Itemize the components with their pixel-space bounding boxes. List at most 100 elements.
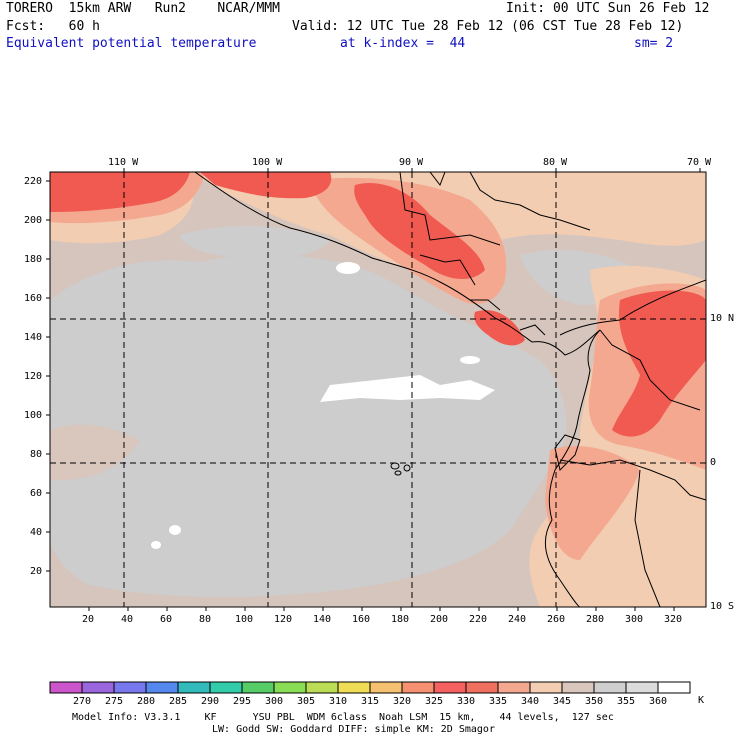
grid-x-label: 240 [508,614,527,625]
colorbar-level-label: 275 [105,696,124,707]
colorbar-level-label: 295 [233,696,252,707]
colorbar-level-label: 335 [489,696,508,707]
map-frame [49,171,707,608]
field-name: Equivalent potential temperature [6,36,257,51]
colorbar-level-label: 310 [329,696,348,707]
lat-label-10n: 10 N [710,313,735,324]
valid-time: Valid: 12 UTC Tue 28 Feb 12 (06 CST Tue … [292,19,684,34]
lon-label-80w: 80 W [543,157,568,168]
colorbar-level-label: 270 [73,696,92,707]
coastlines [194,172,706,607]
colorbar-swatch [305,681,339,694]
grid-y-label: 200 [24,215,43,226]
colorbar-level-label: 360 [649,696,668,707]
grid-y-label: 140 [24,332,43,343]
run-title: TORERO 15km ARW Run2 NCAR/MMM [6,1,280,16]
white-speckle-sw-1 [169,525,181,535]
colorbar-level-label: 350 [585,696,604,707]
grid-y-label: 100 [24,410,43,421]
colorbar-swatch [657,681,691,694]
grid-x-label: 120 [274,614,293,625]
colorbar-swatch [625,681,659,694]
grid-x-label: 260 [547,614,566,625]
lon-label-90w: 90 W [399,157,424,168]
colorbar-swatch [337,681,371,694]
grid-x-label: 320 [664,614,683,625]
colorbar-level-label: 340 [521,696,540,707]
smoothing-label: sm= 2 [634,36,674,51]
forecast-hour: Fcst: 60 h [6,19,100,34]
grid-x-label: 100 [235,614,254,625]
colorbar-swatches [49,681,691,694]
grid-x-label: 140 [313,614,332,625]
colorbar-level-label: 290 [201,696,220,707]
grid-x-label: 40 [121,614,134,625]
colorbar-swatch [433,681,467,694]
colorbar-level-label: 300 [265,696,284,707]
colorbar-level-label: 325 [425,696,444,707]
physics-info: LW: Godd SW: Goddard DIFF: simple KM: 2D… [212,724,495,735]
colorbar-swatch [113,681,147,694]
grid-y-label: 60 [30,488,43,499]
colorbar-swatch [177,681,211,694]
colorbar-swatch [145,681,179,694]
init-time: Init: 00 UTC Sun 26 Feb 12 [506,1,710,16]
grid-x-label: 220 [469,614,488,625]
grid-y-label: 160 [24,293,43,304]
top-ticks [123,168,701,172]
red-region-costarica [474,310,525,346]
graticule [50,172,706,607]
colorbar-level-label: 285 [169,696,188,707]
red-region-colombia [612,290,706,437]
white-speckle-mid [460,356,480,364]
colorbar-level-label: 320 [393,696,412,707]
grid-y-label: 180 [24,254,43,265]
colorbar-swatch [273,681,307,694]
left-ticks [46,180,50,572]
grid-x-label: 300 [625,614,644,625]
colorbar-level-label: 355 [617,696,636,707]
colorbar-swatch [593,681,627,694]
colorbar-swatch [81,681,115,694]
colorbar-swatch [497,681,531,694]
grid-x-label: 160 [352,614,371,625]
colorbar-swatch [561,681,595,694]
white-speckle-north [336,262,360,274]
grid-y-label: 20 [30,566,43,577]
lat-label-10s: 10 S [710,601,735,612]
grid-x-label: 180 [391,614,410,625]
grid-x-label: 200 [430,614,449,625]
red-region-mexico [200,172,332,199]
colorbar-swatch [49,681,83,694]
lon-label-110w: 110 W [108,157,139,168]
red-region-nw [50,172,190,212]
grid-y-label: 220 [24,176,43,187]
white-speckle-cluster [320,375,495,402]
grid-x-label: 60 [160,614,173,625]
colorbar-level-label: 345 [553,696,572,707]
colorbar-level-label: 280 [137,696,156,707]
salmon-region-peru [545,446,640,560]
white-speckle-sw-2 [151,541,161,549]
grid-y-label: 80 [30,449,43,460]
grid-y-label: 120 [24,371,43,382]
grid-x-label: 80 [199,614,212,625]
colorbar-swatch [209,681,243,694]
colorbar-swatch [241,681,275,694]
colorbar-swatch [529,681,563,694]
grid-x-label: 20 [82,614,95,625]
colorbar-swatch [401,681,435,694]
lon-label-70w: 70 W [687,157,712,168]
colorbar-level-label: 315 [361,696,380,707]
bottom-ticks [88,607,675,611]
lat-label-0: 0 [710,457,717,468]
tan-band-west [50,424,140,480]
colorbar-swatch [369,681,403,694]
colorbar-level-label: 330 [457,696,476,707]
grey-ocean-patch-north [180,225,330,260]
level-label: at k-index = 44 [340,36,466,51]
grid-x-label: 280 [586,614,605,625]
colorbar-swatch [465,681,499,694]
grey-ocean-region [50,254,567,597]
